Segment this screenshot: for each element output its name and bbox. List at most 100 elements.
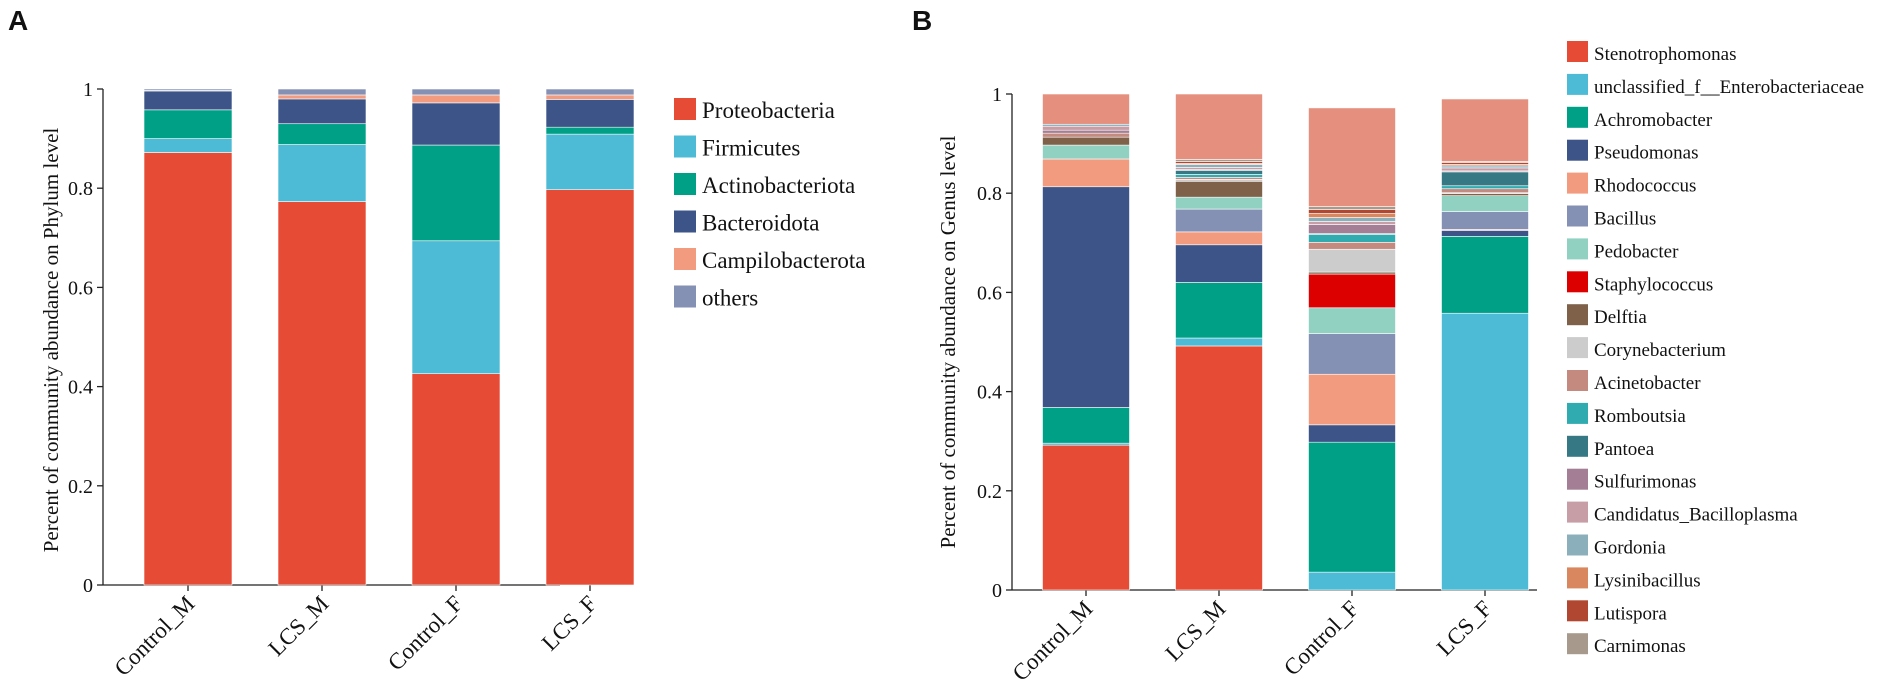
panel-b-y-axis-title: Percent of community abundance on Genus …	[936, 135, 960, 548]
bar-segment-control-f-campilobacterota	[411, 94, 501, 104]
bar-segment-control-m-pedobacter	[1042, 144, 1130, 160]
legend-item-campilobacterota: Campilobacterota	[674, 248, 866, 273]
bar-segment-lcs-m-gordonia	[1175, 164, 1263, 168]
bar-segment-control-f-gordonia	[1308, 217, 1396, 222]
bar-segment-control-m-sulfurimonas	[1042, 129, 1130, 134]
legend-swatch-stenotrophomonas	[1567, 41, 1588, 62]
legend-swatch-bacteroidota	[674, 210, 696, 233]
bar-segment-control-f-firmicutes	[411, 240, 501, 375]
legend-label-firmicutes: Firmicutes	[702, 136, 800, 161]
legend-label-lysinibacillus: Lysinibacillus	[1594, 570, 1701, 591]
bar-segment-control-f-rhodococcus	[1308, 373, 1396, 426]
panel-b-legend: Stenotrophomonas unclassified_f__Enteroba…	[1567, 41, 1864, 657]
legend-label-corynebacterium: Corynebacterium	[1594, 340, 1726, 361]
b-y-tick-label: 0.6	[977, 282, 1002, 304]
legend-item-corynebacterium: Corynebacterium	[1567, 337, 1726, 361]
bar-segment-lcs-m-bacillus	[1175, 208, 1263, 233]
bar-segment-control-f-bacillus	[1308, 333, 1396, 375]
legend-item-pedobacter: Pedobacter	[1567, 238, 1679, 262]
bar-segment-lcs-m-pedobacter	[1175, 196, 1263, 210]
bar-segment-lcs-m-stenotrophomonas	[1175, 345, 1263, 591]
legend-item-acinetobacter: Acinetobacter	[1567, 370, 1701, 394]
legend-label-rhodococcus: Rhodococcus	[1594, 176, 1696, 197]
legend-swatch-corynebacterium	[1567, 337, 1588, 359]
b-y-tick-label: 0.2	[977, 481, 1002, 503]
legend-label-delftia: Delftia	[1594, 307, 1647, 328]
bar-segment-control-m-rhodococcus	[1042, 158, 1130, 188]
legend-label-sulfurimonas: Sulfurimonas	[1594, 472, 1696, 493]
x-tick-label-control-f: Control_F	[383, 591, 468, 676]
legend-swatch-gordonia	[1567, 534, 1588, 556]
bar-segment-control-f-unclassified-f-enterobacteriaceae	[1308, 571, 1396, 591]
legend-item-proteobacteria: Proteobacteria	[674, 98, 835, 123]
bar-segment-control-f-others	[1308, 107, 1396, 207]
legend-label-lutispora: Lutispora	[1594, 603, 1667, 624]
legend-swatch-romboutsia	[1567, 402, 1588, 424]
b-y-tick-label: 0.4	[977, 382, 1002, 404]
legend-item-unclassified-f-enterobacteriaceae: unclassified_f__Enterobacteriaceae	[1567, 73, 1864, 98]
bar-segment-control-m-candidatus-bacilloplasma	[1042, 125, 1130, 131]
panel-label-b: B	[912, 5, 932, 36]
legend-label-pedobacter: Pedobacter	[1594, 241, 1679, 262]
panel-b-genus-chart: B Percent of community abundance on Genu…	[912, 5, 1864, 686]
bar-segment-control-m-proteobacteria	[143, 152, 233, 586]
bar-segment-lcs-m-firmicutes	[277, 144, 367, 202]
bar-stack-control-m	[143, 88, 233, 586]
bar-stack-control-m	[1042, 93, 1130, 591]
x-tick-label-lcs-f: LCS_F	[1432, 596, 1497, 661]
panel-a-phylum-chart: A Percent of community abundance on Phyl…	[8, 5, 866, 681]
bar-segment-lcs-m-campilobacterota	[277, 94, 367, 100]
bar-segment-control-f-candidatus-bacilloplasma	[1308, 221, 1396, 225]
bar-segment-lcs-m-delftia	[1175, 180, 1263, 198]
legend-item-candidatus-bacilloplasma: Candidatus_Bacilloplasma	[1567, 501, 1798, 526]
bar-segment-lcs-f-pantoea	[1441, 171, 1529, 187]
bar-segment-control-m-delftia	[1042, 136, 1130, 146]
legend-swatch-candidatus-bacilloplasma	[1567, 501, 1588, 523]
legend-label-bacillus: Bacillus	[1594, 209, 1656, 230]
legend-label-pseudomonas: Pseudomonas	[1594, 143, 1699, 164]
bar-segment-lcs-m-pseudomonas	[1175, 244, 1263, 283]
legend-swatch-pseudomonas	[1567, 139, 1588, 161]
bar-segment-lcs-f-firmicutes	[545, 133, 635, 190]
legend-swatch-sulfurimonas	[1567, 468, 1588, 490]
legend-swatch-proteobacteria	[674, 98, 696, 120]
panel-b-x-tick-labels: Control_M LCS_M Control_F LCS_F	[1008, 596, 1497, 686]
bar-segment-control-m-pseudomonas	[1042, 186, 1130, 408]
bar-segment-control-f-bacteroidota	[411, 102, 501, 146]
legend-label-acinetobacter: Acinetobacter	[1594, 373, 1701, 394]
bar-segment-control-f-romboutsia	[1308, 234, 1396, 243]
legend-swatch-staphylococcus	[1567, 271, 1588, 293]
legend-item-firmicutes: Firmicutes	[674, 135, 800, 161]
legend-swatch-unclassified-f-enterobacteriaceae	[1567, 73, 1588, 95]
legend-item-sulfurimonas: Sulfurimonas	[1567, 468, 1696, 493]
bar-segment-control-f-sulfurimonas	[1308, 224, 1396, 234]
legend-label-stenotrophomonas: Stenotrophomonas	[1594, 44, 1737, 65]
legend-label-others: others	[702, 286, 758, 311]
bar-segment-lcs-f-proteobacteria	[545, 189, 635, 586]
bar-segment-control-f-staphylococcus	[1308, 273, 1396, 309]
x-tick-label-control-f: Control_F	[1279, 596, 1364, 681]
legend-item-romboutsia: Romboutsia	[1567, 402, 1686, 427]
panel-a-bars	[143, 88, 635, 586]
bar-segment-lcs-m-others	[277, 88, 367, 96]
bar-segment-control-f-proteobacteria	[411, 373, 501, 586]
bar-segment-lcs-m-others	[1175, 93, 1263, 160]
bar-segment-control-m-acinetobacter	[1042, 132, 1130, 138]
bar-segment-control-f-lutispora	[1308, 209, 1396, 214]
bar-segment-control-f-pseudomonas	[1308, 424, 1396, 443]
legend-item-lutispora: Lutispora	[1567, 600, 1667, 624]
bar-stack-lcs-m	[277, 88, 367, 586]
legend-item-rhodococcus: Rhodococcus	[1567, 172, 1696, 197]
bar-segment-lcs-f-pseudomonas	[1441, 230, 1529, 237]
legend-item-stenotrophomonas: Stenotrophomonas	[1567, 41, 1737, 65]
legend-item-pseudomonas: Pseudomonas	[1567, 139, 1699, 164]
legend-item-actinobacteriota: Actinobacteriota	[674, 173, 855, 198]
legend-label-pantoea: Pantoea	[1594, 439, 1655, 460]
legend-label-carnimonas: Carnimonas	[1594, 636, 1686, 657]
x-tick-label-control-m: Control_M	[1008, 596, 1098, 686]
panel-a-y-axis-title: Percent of community abundance on Phylum…	[39, 128, 63, 553]
legend-item-delftia: Delftia	[1567, 304, 1647, 328]
legend-label-unclassified-f-enterobacteriaceae: unclassified_f__Enterobacteriaceae	[1594, 77, 1864, 98]
legend-swatch-actinobacteriota	[674, 173, 696, 195]
